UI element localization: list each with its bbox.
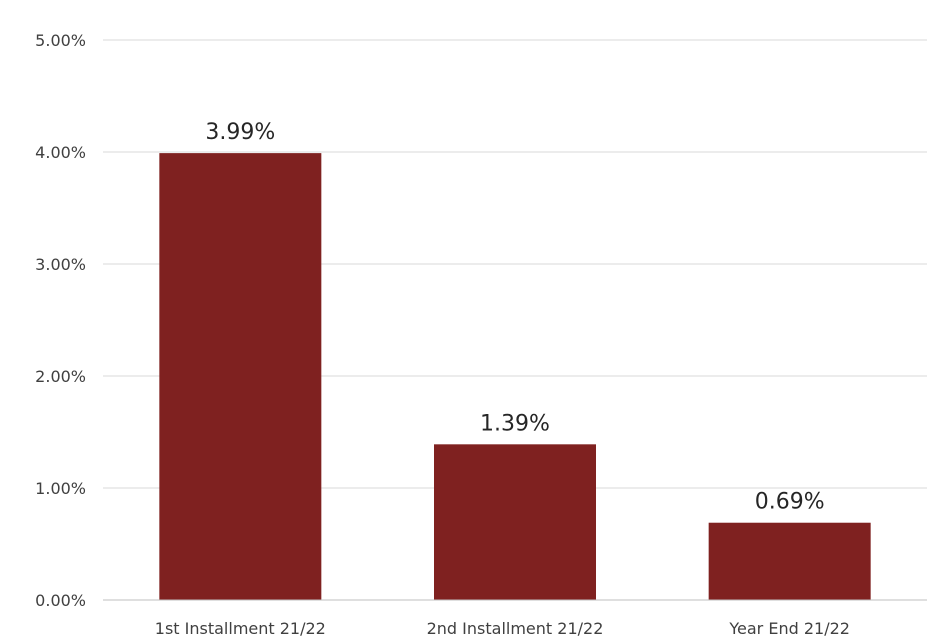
bars xyxy=(159,153,871,600)
y-tick-label: 2.00% xyxy=(35,367,86,386)
x-tick-label: Year End 21/22 xyxy=(728,619,850,638)
x-tick-label: 1st Installment 21/22 xyxy=(155,619,326,638)
labels: 0.00% 1.00% 2.00% 3.00% 4.00% 5.00% 3.99% 1st I… xyxy=(35,31,850,638)
data-label: 1.39% xyxy=(480,411,550,436)
data-label: 0.69% xyxy=(755,490,825,515)
x-tick-label: 2nd Installment 21/22 xyxy=(427,619,604,638)
y-tick-label: 3.00% xyxy=(35,255,86,274)
bar xyxy=(159,153,322,600)
y-tick-label: 1.00% xyxy=(35,479,86,498)
bar xyxy=(434,444,596,600)
data-label: 3.99% xyxy=(205,120,275,145)
y-tick-label: 5.00% xyxy=(35,31,86,50)
bar xyxy=(708,522,871,600)
y-tick-label: 4.00% xyxy=(35,143,86,162)
y-tick-label: 0.00% xyxy=(35,591,86,610)
